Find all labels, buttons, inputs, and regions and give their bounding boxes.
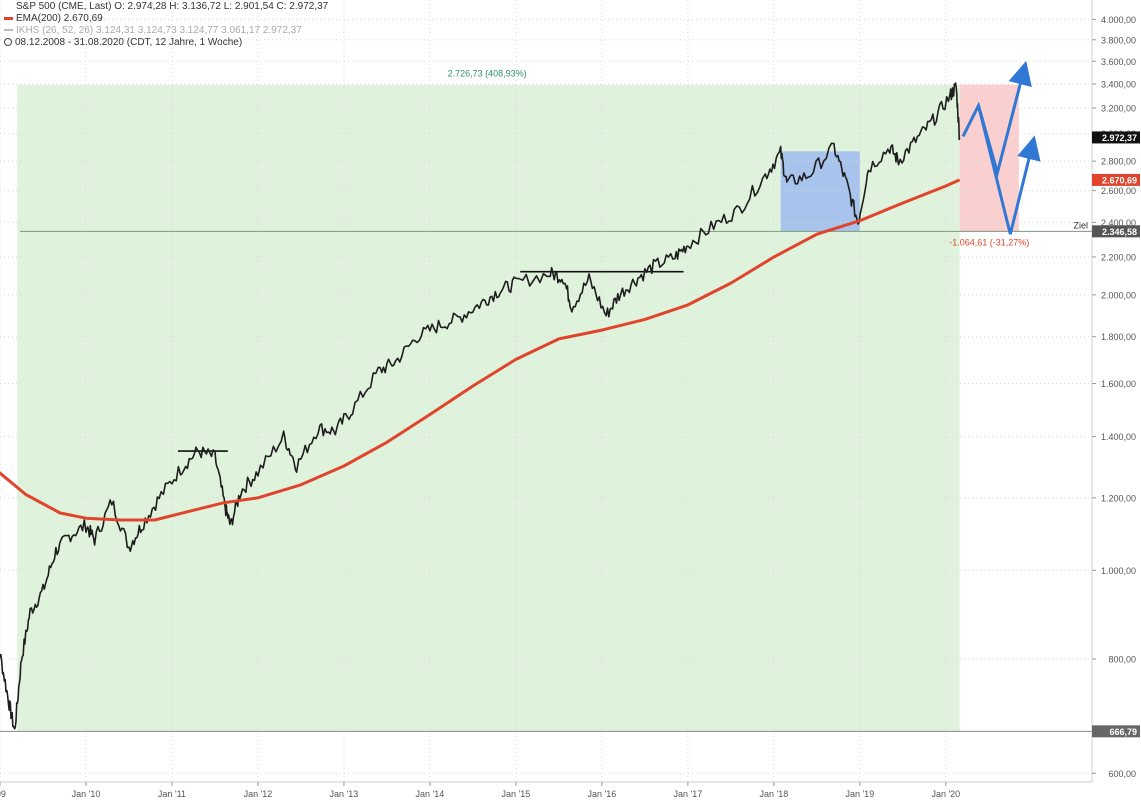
y-axis: 600,00 800,00 1.000,00 1.200,00 1.400,00 1.60…: [1091, 0, 1136, 782]
x-tick-label: Jan '13: [330, 789, 359, 799]
header-range-text: 08.12.2008 - 31.08.2020 (CDT, 12 Jahre, …: [15, 37, 243, 48]
y-tick-label: 600,00: [1108, 769, 1136, 779]
y-tick-label: 4.000,00: [1101, 15, 1136, 25]
x-tick-label: Jan '20: [931, 789, 960, 799]
x-tick-label: Jan '14: [416, 789, 445, 799]
y-tick-label: 2.200,00: [1101, 252, 1136, 262]
low-tag: 666,79: [1109, 727, 1137, 737]
x-tick-label: Jan '18: [759, 789, 788, 799]
x-tick-label: Jan '11: [158, 789, 186, 799]
ichimoku-swatch-icon: [4, 29, 13, 32]
x-tick-label: Jan '16: [588, 789, 617, 799]
ema-swatch-icon: [4, 16, 13, 20]
y-tick-label: 1.000,00: [1101, 566, 1136, 576]
clock-icon: [4, 38, 12, 47]
x-tick-label: Jan '19: [845, 789, 874, 799]
ema-tag: 2.670,69: [1102, 175, 1137, 185]
y-tick-label: 3.400,00: [1101, 79, 1136, 89]
y-tick-label: 2.800,00: [1101, 157, 1136, 167]
y-tick-label: 1.400,00: [1101, 432, 1136, 442]
annotation-layer: 2.726,73 (408,93%) -1.064,61 (-31,27%) Zie…: [448, 69, 1140, 738]
x-tick-label: Jan '15: [502, 789, 531, 799]
x-tick-label: Jan '12: [244, 789, 273, 799]
x-axis: '09 Jan '10 Jan '11 Jan '12 Jan '13 Jan '14 Ja…: [0, 781, 1092, 799]
header-ema-text: EMA(200) 2.670,69: [16, 13, 103, 24]
price-tag: 2.972,37: [1102, 133, 1137, 143]
zones-layer: [17, 84, 1019, 732]
target-tag: 2.346,58: [1102, 227, 1137, 237]
y-tick-label: 3.800,00: [1101, 35, 1136, 45]
header-ichimoku-text: IKHS (26, 52, 26) 3.124,31 3.124,73 3.12…: [16, 25, 302, 36]
series-layer: [0, 82, 961, 730]
y-tick-label: 2.600,00: [1101, 186, 1136, 196]
header-ema[interactable]: EMA(200) 2.670,69: [4, 13, 103, 24]
y-tick-label: 1.200,00: [1101, 493, 1136, 503]
header-ohlc: S&P 500 (CME, Last) O: 2.974,28 H: 3.136…: [4, 1, 328, 12]
x-tick-label: Jan '17: [673, 789, 702, 799]
y-tick-label: 800,00: [1108, 654, 1136, 664]
low-tag-bg: [1092, 725, 1140, 738]
ema-tag-bg: [1092, 173, 1140, 186]
price-tag-bg: [1092, 131, 1140, 144]
target-label: Ziel: [1073, 220, 1088, 230]
price-series-line: [0, 82, 961, 730]
y-tick-label: 2.400,00: [1101, 218, 1136, 228]
gain-label: 2.726,73 (408,93%): [448, 69, 527, 79]
loss-label: -1.064,61 (-31,27%): [949, 237, 1029, 247]
y-tick-label: 3.200,00: [1101, 104, 1136, 114]
y-tick-label: 2.000,00: [1101, 290, 1136, 300]
header-range[interactable]: 08.12.2008 - 31.08.2020 (CDT, 12 Jahre, …: [4, 37, 242, 48]
header-ohlc-text: S&P 500 (CME, Last) O: 2.974,28 H: 3.136…: [16, 1, 329, 12]
y-tick-label: 1.600,00: [1101, 379, 1136, 389]
x-tick-label: Jan '10: [72, 789, 101, 799]
y-tick-label: 3.600,00: [1101, 57, 1136, 67]
x-tick-label: '09: [0, 789, 6, 799]
header-ichimoku[interactable]: IKHS (26, 52, 26) 3.124,31 3.124,73 3.12…: [4, 25, 302, 36]
loss-zone: [959, 84, 1019, 232]
ema-series-line: [0, 178, 961, 522]
projection-layer: [961, 60, 1041, 235]
y-tick-label: 1.800,00: [1101, 332, 1136, 342]
target-tag-bg: [1092, 225, 1140, 238]
projection-arrow: [977, 105, 1041, 235]
